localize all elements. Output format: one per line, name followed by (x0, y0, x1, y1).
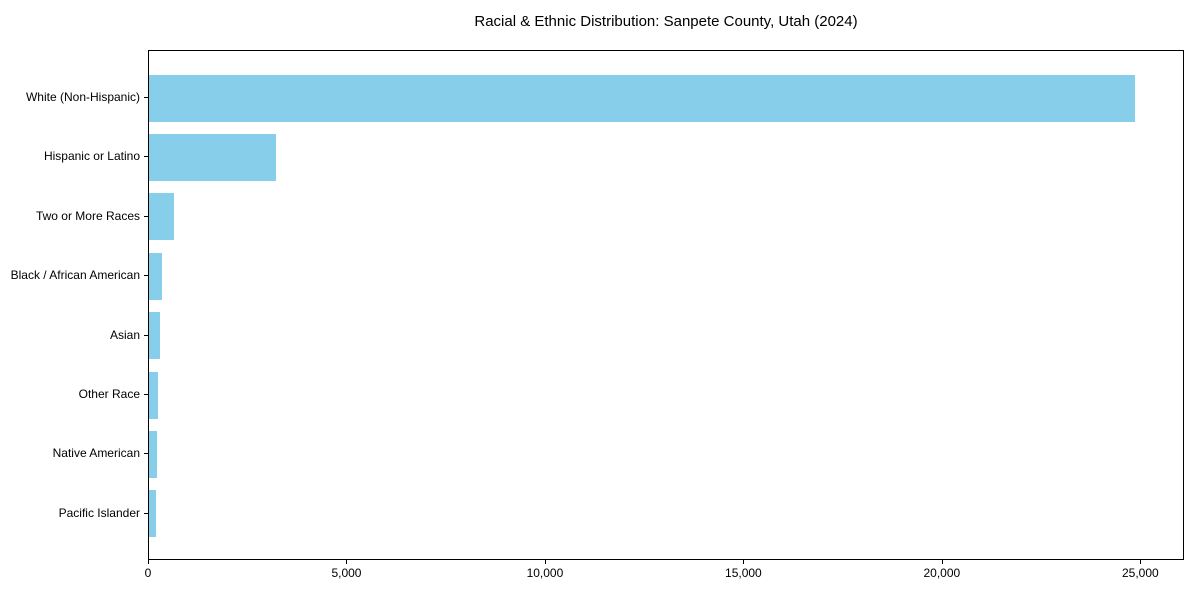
category-label: Native American (52, 446, 140, 461)
y-tick-mark (144, 156, 148, 158)
y-tick-mark (144, 512, 148, 514)
x-tick-mark (1140, 560, 1142, 564)
x-tick-label: 20,000 (923, 566, 961, 580)
chart-title: Racial & Ethnic Distribution: Sanpete Co… (474, 13, 858, 30)
y-tick-mark (144, 453, 148, 455)
category-label: Other Race (78, 387, 140, 401)
y-tick-mark (144, 97, 148, 98)
bar-native-american (149, 430, 157, 478)
y-tick-mark (144, 275, 148, 277)
x-tick-mark (346, 560, 348, 564)
y-tick-mark (144, 334, 148, 336)
x-tick-label: 5,000 (331, 566, 362, 580)
category-label: Black / African American (10, 268, 140, 283)
bar-white-non-hispanic (149, 74, 1135, 122)
bar-other-race (149, 371, 159, 419)
x-tick-label: 25,000 (1121, 566, 1159, 580)
x-tick-mark (941, 560, 943, 564)
category-label: White (Non-Hispanic) (25, 90, 140, 104)
bar-two-or-more-races (149, 193, 174, 241)
x-tick-label: 10,000 (526, 566, 564, 580)
x-tick-label: 0 (144, 566, 152, 580)
x-tick-label: 15,000 (725, 566, 762, 580)
bar-pacific-islander (149, 490, 156, 538)
plot-area (148, 50, 1184, 560)
bar-asian (149, 312, 160, 360)
y-tick-mark (144, 394, 148, 395)
category-label: Asian (109, 327, 140, 342)
category-label: Pacific Islander (58, 505, 140, 520)
bar-black-african-american (149, 252, 162, 300)
category-label: Hispanic or Latino (43, 149, 140, 164)
x-tick-mark (544, 560, 546, 564)
bar-hispanic-or-latino (149, 133, 276, 181)
x-tick-mark (743, 560, 745, 564)
y-tick-mark (144, 215, 148, 217)
category-label: Two or More Races (35, 208, 140, 223)
x-tick-mark (148, 560, 149, 564)
